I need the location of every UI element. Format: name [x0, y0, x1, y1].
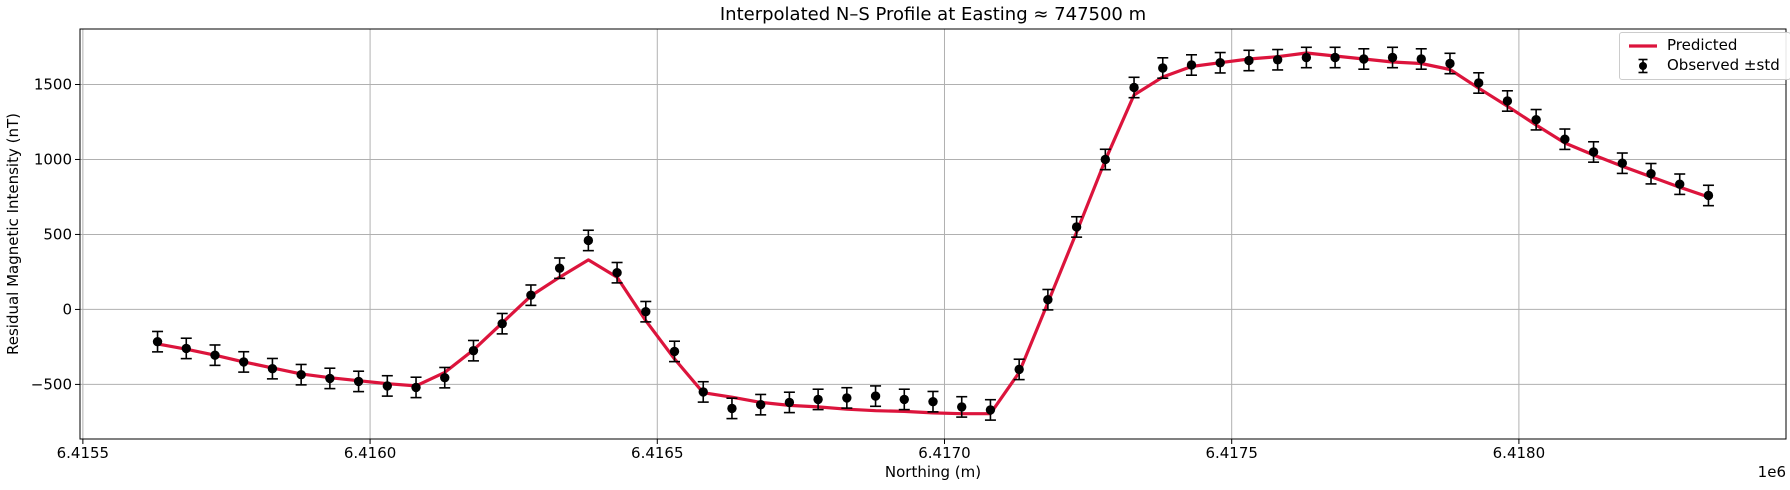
plot-area: 6.4155 6.4160 6.4165 6.4170 6.4175 6.4180 −500… [31, 28, 1787, 462]
observed-point [1473, 78, 1484, 88]
y-tick-label: −500 [31, 376, 72, 394]
chart-title: Interpolated N–S Profile at Easting ≈ 74… [720, 4, 1146, 25]
observed-point [468, 345, 479, 356]
observed-point [842, 393, 852, 403]
observed-point [526, 290, 536, 300]
observed-point [727, 403, 737, 414]
observed-point [1330, 52, 1340, 63]
observed-point [1502, 96, 1513, 106]
y-tick-label: 1500 [34, 76, 72, 94]
observed-point [210, 350, 220, 360]
observed-point [870, 391, 881, 401]
observed-point [267, 363, 278, 374]
observed-point [1646, 169, 1656, 179]
observed-point [928, 396, 938, 407]
observed-point [1387, 52, 1398, 63]
observed-point [899, 394, 909, 405]
observed-point [1100, 154, 1111, 165]
x-axis-label: Northing (m) [885, 463, 981, 481]
legend: Predicted Observed ±std [1619, 32, 1790, 80]
observed-point [1416, 54, 1426, 64]
x-tick-label: 6.4165 [631, 444, 684, 462]
legend-entry-predicted: Predicted [1628, 37, 1780, 54]
observed-point [1014, 364, 1024, 375]
observed-point [641, 306, 651, 317]
observed-point [612, 267, 622, 278]
errorbar-icon [1638, 58, 1648, 73]
observed-point [1301, 52, 1312, 63]
observed-point [1215, 58, 1225, 68]
legend-entry-observed: Observed ±std [1628, 57, 1780, 74]
y-tick-label: 0 [62, 301, 72, 319]
observed-point [755, 399, 766, 410]
observed-point [1617, 158, 1627, 168]
y-tick-label: 1000 [34, 151, 72, 169]
observed-point [583, 235, 594, 246]
observed-point [382, 381, 393, 391]
observed-point [1158, 63, 1168, 73]
x-tick-label: 6.4180 [1493, 444, 1546, 462]
observed-point [813, 394, 823, 405]
observed-point [1588, 147, 1599, 157]
observed-point [1675, 179, 1685, 189]
observed-point [353, 376, 364, 387]
observed-point [239, 357, 249, 367]
observed-point [440, 372, 450, 383]
legend-label-observed: Observed ±std [1667, 56, 1780, 74]
observed-point [497, 318, 507, 329]
observed-point [1703, 190, 1714, 201]
observed-point [1244, 55, 1254, 66]
observed-point [784, 397, 795, 408]
observed-point [698, 387, 708, 397]
observed-point [1531, 115, 1541, 125]
observed-point [1071, 222, 1082, 232]
observed-point [181, 343, 191, 354]
observed-point [1129, 82, 1139, 93]
observed-point [669, 346, 680, 357]
observed-point [411, 382, 421, 393]
predicted-line-icon [1629, 43, 1657, 48]
observed-point [985, 405, 996, 415]
observed-point [554, 263, 565, 273]
x-tick-label: 6.4175 [1205, 444, 1258, 462]
x-tick-label: 6.4170 [918, 444, 971, 462]
observed-point [296, 369, 306, 380]
y-tick-label: 500 [43, 226, 72, 244]
x-tick-label: 6.4160 [344, 444, 397, 462]
x-offset-label: 1e6 [1758, 463, 1786, 481]
x-tick-label: 6.4155 [57, 444, 110, 462]
legend-label-predicted: Predicted [1667, 36, 1738, 54]
observed-point [1359, 54, 1369, 64]
observed-point [152, 336, 163, 347]
observed-point [1043, 294, 1053, 305]
observed-point [957, 402, 967, 412]
y-axis-label: Residual Magnetic Intensity (nT) [4, 113, 22, 355]
observed-point [1445, 58, 1455, 69]
observed-point [325, 373, 335, 384]
observed-point [1560, 134, 1570, 144]
observed-point [1272, 55, 1283, 65]
observed-point [1186, 60, 1197, 70]
